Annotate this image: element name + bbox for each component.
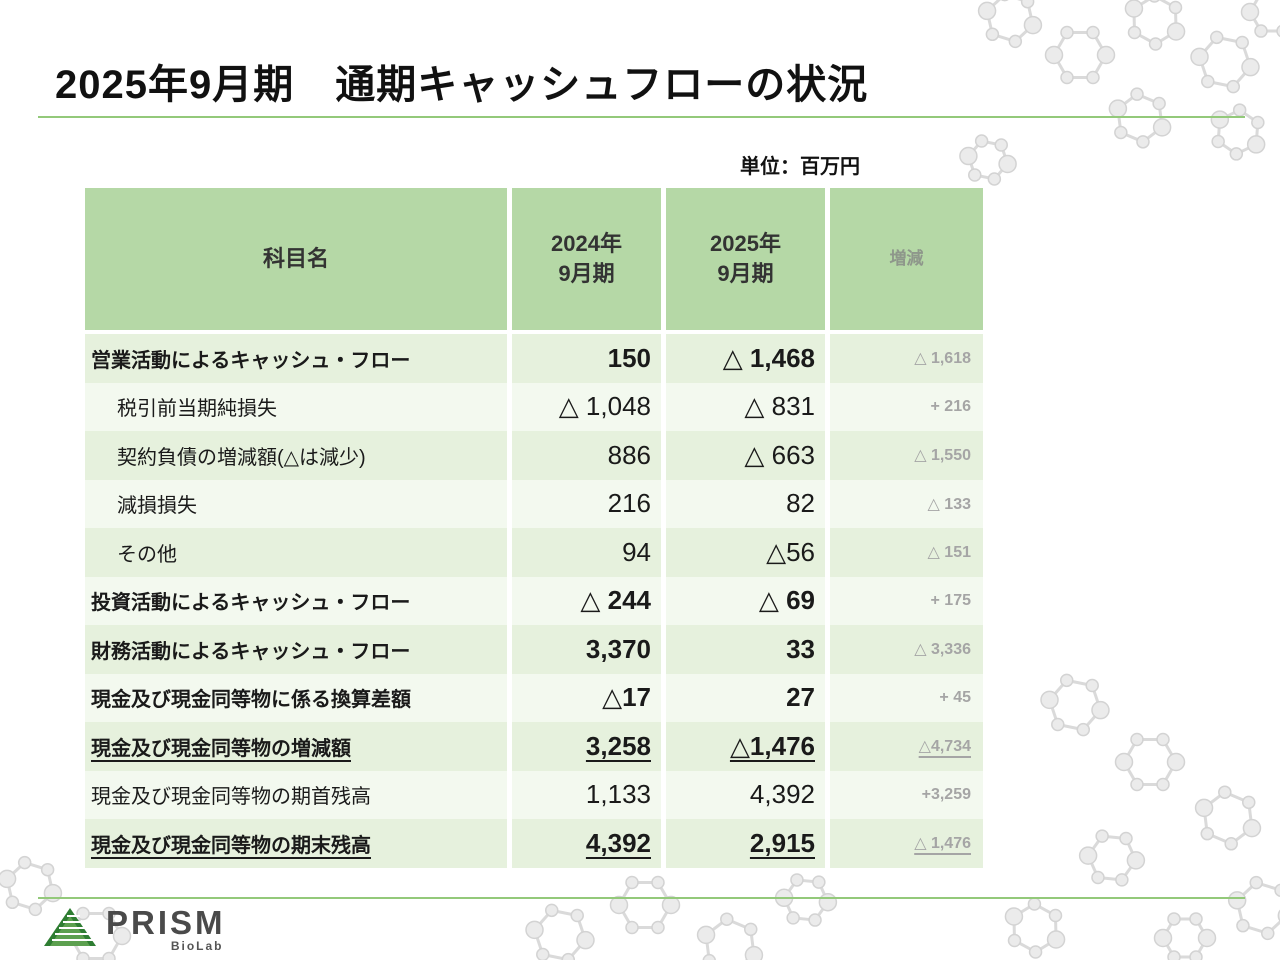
- value-2024: 1,133: [512, 770, 661, 819]
- footer-divider: [38, 897, 1245, 899]
- row-label: 現金及び現金同等物の期末残高: [85, 819, 507, 868]
- slide-title: 2025年9月期 通期キャッシュフローの状況: [55, 63, 869, 107]
- value-2024: 4,392: [512, 819, 661, 868]
- table-row-exchange-difference: 現金及び現金同等物に係る換算差額 △17 27 + 45: [85, 673, 983, 722]
- value-change: △ 151: [830, 528, 983, 577]
- col-header-change: 増減: [830, 188, 983, 330]
- row-label: 営業活動によるキャッシュ・フロー: [85, 334, 507, 383]
- value-2025: 4,392: [666, 770, 825, 819]
- value-change: △ 133: [830, 479, 983, 528]
- value-change: + 216: [830, 382, 983, 431]
- row-label: その他: [85, 528, 507, 577]
- logo-text-block: PRISM BioLab: [106, 904, 226, 953]
- col-header-fy2025: 2025年 9月期: [666, 188, 825, 330]
- col-header-fy2024: 2024年 9月期: [512, 188, 661, 330]
- table-row-contract-liabilities: 契約負債の増減額(△は減少) 886 △ 663 △ 1,550: [85, 431, 983, 480]
- row-label: 減損損失: [85, 479, 507, 528]
- value-change: +3,259: [830, 770, 983, 819]
- table-row-operating-cf: 営業活動によるキャッシュ・フロー 150 △ 1,468 △ 1,618: [85, 334, 983, 383]
- value-change: △ 1,476: [830, 819, 983, 868]
- unit-label: 単位：百万円: [740, 156, 860, 178]
- row-label: 現金及び現金同等物の期首残高: [85, 770, 507, 819]
- row-label: 現金及び現金同等物の増減額: [85, 722, 507, 771]
- row-label: 契約負債の増減額(△は減少): [85, 431, 507, 480]
- value-2024: △ 1,048: [512, 382, 661, 431]
- table-row-other: その他 94 △56 △ 151: [85, 528, 983, 577]
- table-row-investing-cf: 投資活動によるキャッシュ・フロー △ 244 △ 69 + 175: [85, 576, 983, 625]
- value-change: + 45: [830, 673, 983, 722]
- table-row-cash-beginning-balance: 現金及び現金同等物の期首残高 1,133 4,392 +3,259: [85, 770, 983, 819]
- value-2025: △ 69: [666, 576, 825, 625]
- prism-biolab-logo: PRISM BioLab: [42, 904, 226, 953]
- value-2024: △17: [512, 673, 661, 722]
- table-row-net-change-cash: 現金及び現金同等物の増減額 3,258 △1,476 △4,734: [85, 722, 983, 771]
- value-2024: 94: [512, 528, 661, 577]
- value-2024: 3,258: [512, 722, 661, 771]
- col-header-item-name: 科目名: [85, 188, 507, 330]
- value-2025: 33: [666, 625, 825, 674]
- title-divider: [38, 116, 1245, 118]
- table-row-pretax-loss: 税引前当期純損失 △ 1,048 △ 831 + 216: [85, 382, 983, 431]
- value-2025: △ 663: [666, 431, 825, 480]
- value-2025: △ 831: [666, 382, 825, 431]
- value-2025: △ 1,468: [666, 334, 825, 383]
- value-2025: 27: [666, 673, 825, 722]
- value-2024: △ 244: [512, 576, 661, 625]
- value-2025: △56: [666, 528, 825, 577]
- row-label: 税引前当期純損失: [85, 382, 507, 431]
- value-2024: 150: [512, 334, 661, 383]
- value-change: △ 1,618: [830, 334, 983, 383]
- cashflow-table: 科目名 2024年 9月期 2025年 9月期 増減 営業活動によるキャッシュ・…: [85, 188, 983, 868]
- value-2025: 2,915: [666, 819, 825, 868]
- value-2025: △1,476: [666, 722, 825, 771]
- row-label: 財務活動によるキャッシュ・フロー: [85, 625, 507, 674]
- value-change: + 175: [830, 576, 983, 625]
- value-2024: 886: [512, 431, 661, 480]
- row-label: 投資活動によるキャッシュ・フロー: [85, 576, 507, 625]
- logo-prism-wordmark: PRISM: [106, 904, 226, 941]
- table-header-row: 科目名 2024年 9月期 2025年 9月期 増減: [85, 188, 983, 330]
- value-2024: 216: [512, 479, 661, 528]
- table-row-impairment-loss: 減損損失 216 82 △ 133: [85, 479, 983, 528]
- value-change: △ 3,336: [830, 625, 983, 674]
- logo-biolab-wordmark: BioLab: [170, 939, 224, 953]
- table-row-financing-cf: 財務活動によるキャッシュ・フロー 3,370 33 △ 3,336: [85, 625, 983, 674]
- value-change: △ 1,550: [830, 431, 983, 480]
- table-row-cash-ending-balance: 現金及び現金同等物の期末残高 4,392 2,915 △ 1,476: [85, 819, 983, 868]
- value-change: △4,734: [830, 722, 983, 771]
- row-label: 現金及び現金同等物に係る換算差額: [85, 673, 507, 722]
- value-2024: 3,370: [512, 625, 661, 674]
- value-2025: 82: [666, 479, 825, 528]
- prism-logo-icon: [44, 908, 96, 946]
